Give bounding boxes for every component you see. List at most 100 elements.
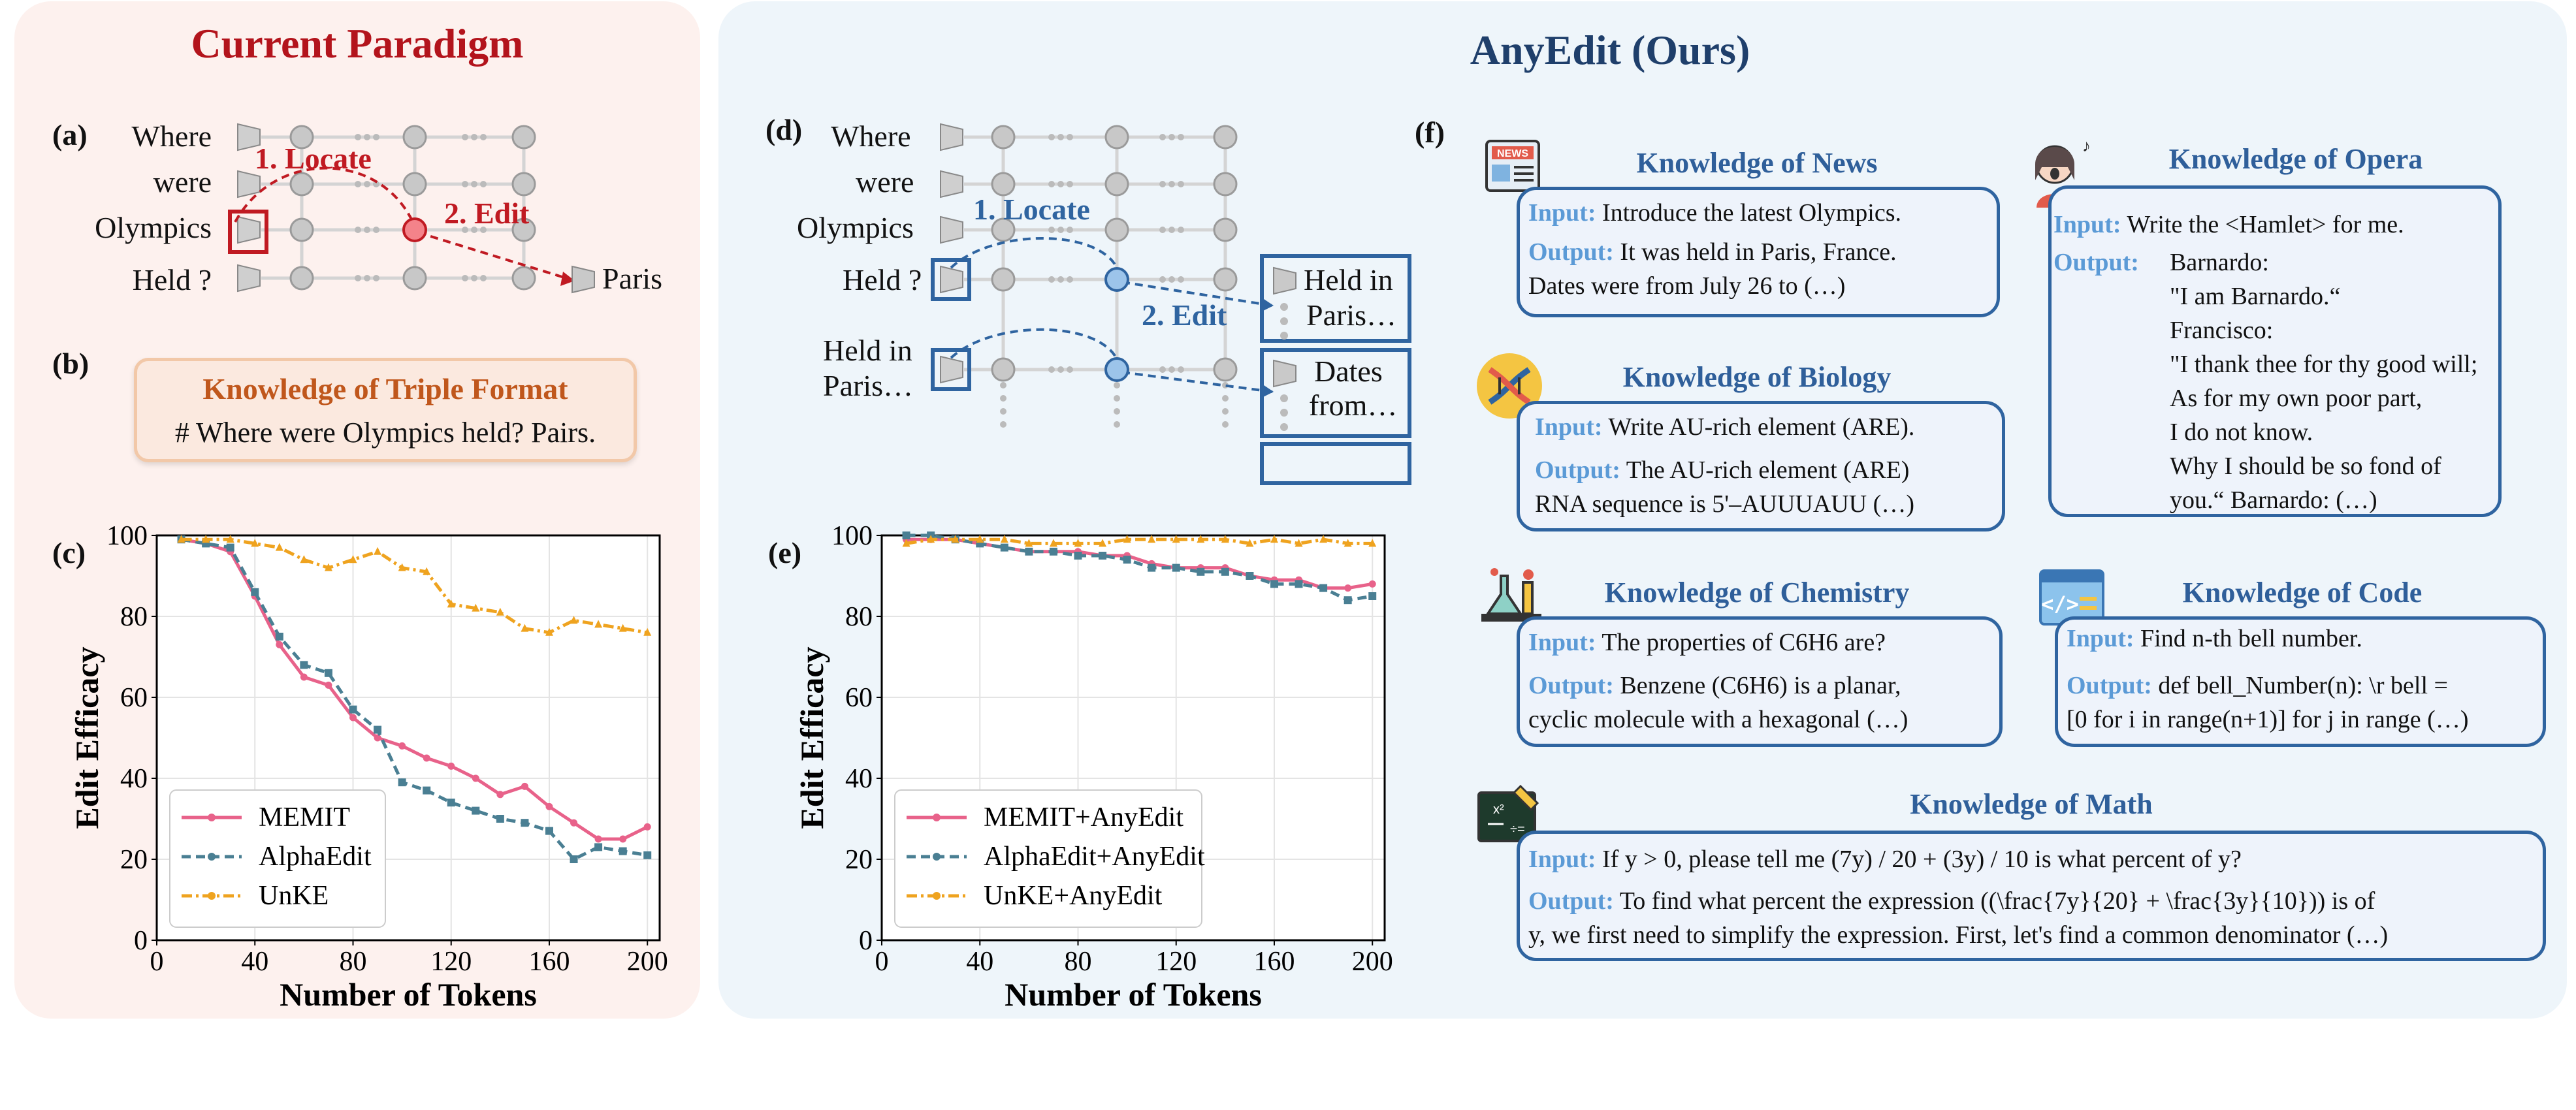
ellipsis-dot <box>1057 181 1064 187</box>
code-card-title: Knowledge of Code <box>2182 577 2423 609</box>
chemistry-output-text: Benzene (C6H6) is a planar, cyclic molec… <box>1528 672 1908 733</box>
data-point <box>1049 547 1057 556</box>
code-input-key: Input: <box>2067 625 2134 652</box>
token-held-in-d: Held in <box>823 334 912 367</box>
ellipsis-dot <box>355 134 361 140</box>
ellipsis-dot <box>1222 408 1229 415</box>
data-point <box>902 531 910 539</box>
legend-marker <box>933 853 941 861</box>
ellipsis-dot <box>1168 227 1175 233</box>
locate-box-1 <box>931 258 971 301</box>
token-paris-d: Paris… <box>823 369 913 402</box>
data-point <box>570 616 578 624</box>
data-point <box>177 535 185 543</box>
data-point <box>976 535 984 543</box>
data-point <box>1295 580 1303 588</box>
data-point <box>1368 592 1377 600</box>
ellipsis-dot <box>1048 134 1055 140</box>
locate-label-d: 1. Locate <box>973 193 1090 226</box>
token-input-node <box>237 264 261 293</box>
data-point <box>423 786 431 795</box>
data-point <box>1123 556 1131 564</box>
data-point <box>1270 535 1278 543</box>
data-point <box>300 555 308 563</box>
neuron-node <box>289 217 314 242</box>
triple-format-title: Knowledge of Triple Format <box>202 372 568 405</box>
biology-input: Input: Write AU-rich element (ARE). <box>1535 410 2005 444</box>
ellipsis-dot <box>364 181 370 187</box>
x-tick-label: 40 <box>966 947 993 977</box>
data-point <box>398 563 406 571</box>
biology-card <box>1517 401 2005 531</box>
ellipsis-dot <box>1114 382 1120 388</box>
ellipsis-dot <box>1048 366 1055 373</box>
output-paris: Paris <box>602 262 662 295</box>
biology-output-text: The AU-rich element (ARE) RNA sequence i… <box>1535 456 1914 518</box>
token-input-node <box>940 170 963 198</box>
legend-box <box>894 789 1202 928</box>
locate-box-2 <box>931 348 971 391</box>
y-axis-label: Edit Efficacy <box>69 646 105 829</box>
x-axis-label: Number of Tokens <box>1005 976 1262 1013</box>
ellipsis-dot <box>1159 366 1166 373</box>
math-output-key: Output: <box>1528 887 1614 915</box>
legend-label: AlphaEdit <box>259 842 372 872</box>
data-point <box>374 547 382 555</box>
token-were: were <box>153 165 212 198</box>
ellipsis-dot <box>1057 227 1064 233</box>
neuron-node <box>1213 172 1238 197</box>
token-held-d: Held ? <box>843 263 922 296</box>
data-point <box>619 847 627 855</box>
ellipsis-dot <box>1000 421 1006 428</box>
ellipsis-dot <box>1067 134 1073 140</box>
ellipsis-dot <box>1057 276 1064 283</box>
ellipsis-dot <box>1178 276 1184 283</box>
ellipsis-dot <box>1178 227 1184 233</box>
ellipsis-dot <box>1057 366 1064 373</box>
data-point <box>1148 563 1156 572</box>
series-line-memit <box>181 537 649 841</box>
ellipsis-dot <box>1000 408 1006 415</box>
data-point <box>472 774 479 782</box>
plot-frame <box>880 534 1386 942</box>
math-card-title: Knowledge of Math <box>1910 788 2153 820</box>
math-output-text: To find what percent the expression ((\f… <box>1528 887 2389 949</box>
data-point <box>1221 567 1229 576</box>
data-point <box>594 620 603 628</box>
token-where-d: Where <box>831 119 911 153</box>
svg-text:÷=: ÷= <box>1510 822 1525 836</box>
data-point <box>202 535 210 543</box>
data-point <box>1197 535 1205 543</box>
data-point <box>447 799 455 807</box>
data-point <box>1148 535 1156 543</box>
ellipsis-dot <box>1159 227 1166 233</box>
x-tick-label: 160 <box>1253 947 1295 977</box>
data-point <box>570 855 578 863</box>
series-line-unke <box>181 537 648 635</box>
neuron-node <box>1213 357 1238 382</box>
y-tick-label: 100 <box>831 521 873 551</box>
ellipsis-dot <box>471 227 477 233</box>
ellipsis-dot <box>373 134 379 140</box>
ellipsis-dot <box>1114 395 1120 402</box>
neuron-node <box>289 125 314 150</box>
opera-output-text: Barnardo: "I am Barnardo.“ Francisco: "I… <box>2170 249 2478 514</box>
edited-neuron-1 <box>1104 267 1129 292</box>
ellipsis-dot <box>1168 276 1175 283</box>
biology-output-key: Output: <box>1535 456 1620 484</box>
legend-marker <box>933 892 941 900</box>
data-point <box>1197 567 1205 576</box>
data-point <box>619 835 627 843</box>
edit-label: 2. Edit <box>444 197 530 230</box>
plot-frame <box>155 534 661 942</box>
data-point <box>423 754 430 762</box>
news-input: Input: Introduce the latest Olympics. <box>1528 196 1999 230</box>
ellipsis-dot <box>1178 181 1184 187</box>
legend-marker <box>933 814 941 821</box>
ellipsis-dot <box>1159 276 1166 283</box>
data-point <box>398 742 406 750</box>
ellipsis-dot <box>355 275 361 281</box>
y-tick-label: 40 <box>120 764 148 794</box>
ellipsis-dot <box>1067 181 1073 187</box>
legend-marker <box>208 853 216 861</box>
